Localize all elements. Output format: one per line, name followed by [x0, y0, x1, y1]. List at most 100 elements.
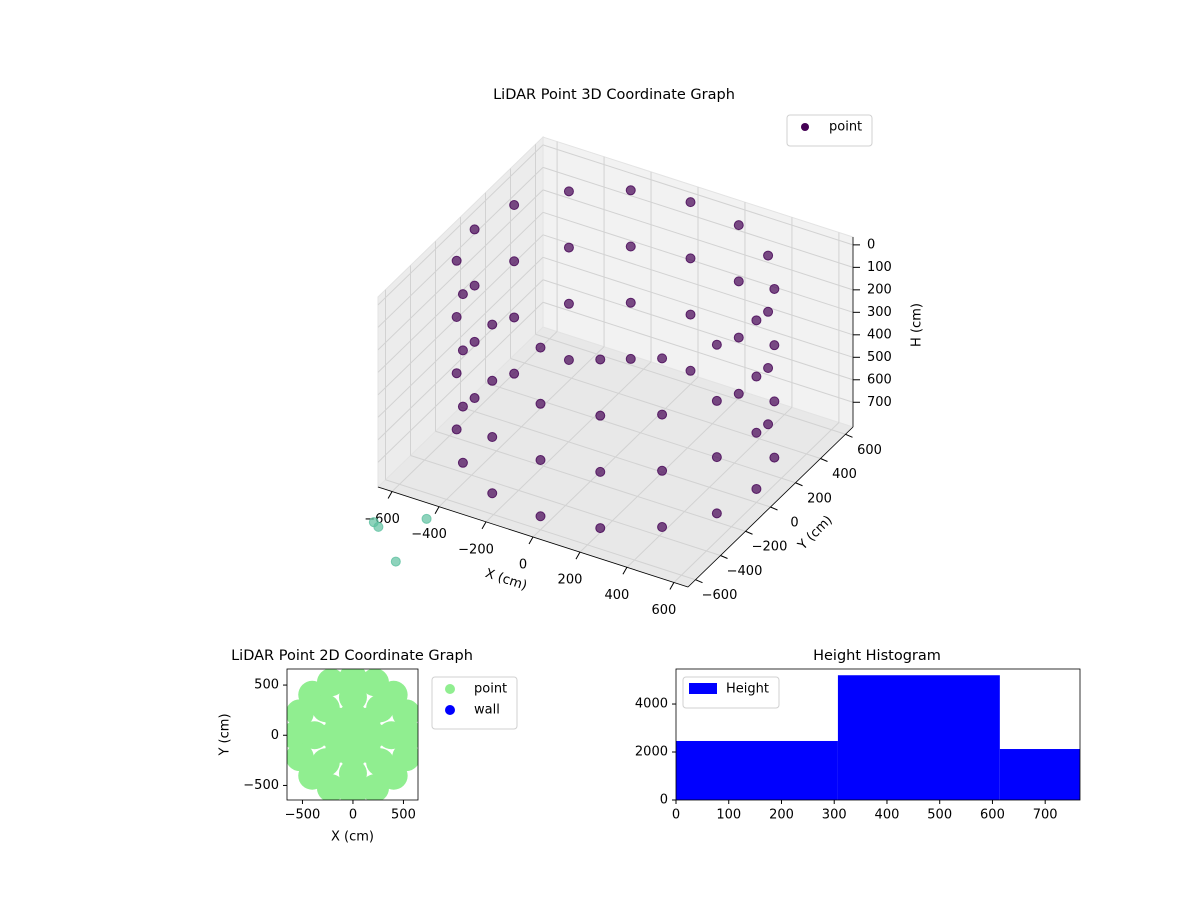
point: [451, 368, 462, 379]
chart-title: LiDAR Point 2D Coordinate Graph: [231, 648, 473, 664]
point: [390, 556, 401, 567]
grid-line: [377, 189, 544, 351]
grid-line: [542, 166, 854, 268]
x-tick-label: 200: [769, 808, 794, 823]
x-tick-label: 200: [558, 573, 583, 588]
point: [685, 197, 696, 208]
grid-line: [377, 256, 544, 418]
point: [563, 354, 574, 365]
point: [595, 523, 606, 534]
point: [595, 466, 606, 477]
legend-box: [786, 114, 873, 147]
x-tick-label: 300: [822, 808, 847, 823]
point: [625, 241, 636, 252]
point: [769, 452, 780, 463]
point: [469, 224, 480, 235]
point: [509, 312, 520, 323]
point: [763, 306, 774, 317]
point: [469, 393, 480, 404]
point: [769, 340, 780, 351]
point: [377, 721, 406, 750]
axis-line: [377, 486, 689, 588]
point: [509, 368, 520, 379]
point: [338, 721, 367, 750]
point: [685, 365, 696, 376]
tick-mark: [622, 567, 628, 575]
tick-mark: [770, 506, 778, 511]
point: [657, 353, 668, 364]
x-tick-label: 400: [875, 808, 900, 823]
point: [625, 297, 636, 308]
legend-label: Height: [726, 682, 769, 697]
point: [509, 256, 520, 267]
point: [535, 398, 546, 409]
point: [360, 669, 389, 697]
x-tick-label: 600: [980, 808, 1005, 823]
legend-marker: [445, 705, 455, 715]
point: [751, 483, 762, 494]
point: [763, 419, 774, 430]
z-tick-label: 200: [867, 282, 892, 297]
point: [457, 401, 468, 412]
x-tick-label: 600: [651, 603, 676, 618]
point: [733, 388, 744, 399]
axes-frame: [675, 668, 1081, 801]
x-tick-label: −500: [285, 808, 321, 823]
z-tick-label: 600: [867, 372, 892, 387]
point: [451, 255, 462, 266]
grid-line: [542, 279, 854, 381]
z-tick-label: 0: [867, 237, 875, 252]
grid-line: [542, 211, 854, 313]
point: [487, 432, 498, 443]
point: [563, 242, 574, 253]
point: [711, 395, 722, 406]
point: [421, 513, 432, 524]
x-tick-label: 100: [716, 808, 741, 823]
x-tick-label: −200: [458, 542, 494, 557]
point: [657, 465, 668, 476]
tick-mark: [434, 506, 440, 514]
grid-line: [542, 189, 854, 291]
point: [769, 396, 780, 407]
point: [769, 283, 780, 294]
grid-line: [377, 166, 544, 328]
point: [751, 315, 762, 326]
grid-line: [485, 382, 796, 484]
tick-mark: [669, 582, 675, 590]
bar: [676, 740, 838, 800]
legend-label: point: [474, 682, 507, 697]
grid-line: [542, 301, 854, 403]
point: [733, 276, 744, 287]
y-tick-label: 0: [660, 793, 668, 808]
x-tick-label: −400: [411, 527, 447, 542]
bar: [837, 675, 1000, 800]
tick-mark: [695, 579, 703, 584]
point: [595, 354, 606, 365]
legend-label: wall: [474, 703, 500, 718]
point: [487, 319, 498, 330]
point: [563, 186, 574, 197]
x-tick-label: 500: [927, 808, 952, 823]
grid-line: [377, 144, 544, 306]
y-axis-label: Y (cm): [218, 713, 233, 756]
x-tick-label: 400: [605, 588, 630, 603]
point: [625, 185, 636, 196]
grid-line: [435, 430, 746, 532]
tick-mark: [387, 491, 393, 499]
tick-mark: [845, 433, 853, 438]
z-tick-label: 500: [867, 350, 892, 365]
chart-title: Height Histogram: [813, 648, 941, 664]
x-tick-label: 700: [1033, 808, 1058, 823]
y-tick-label: 0: [790, 516, 798, 531]
x-axis-label: X (cm): [331, 830, 374, 845]
y-tick-label: −500: [243, 778, 279, 793]
point: [763, 363, 774, 374]
tick-mark: [795, 482, 803, 487]
y-tick-label: 2000: [635, 745, 668, 760]
point: [469, 336, 480, 347]
legend-marker: [801, 123, 809, 131]
grid-line: [460, 406, 771, 508]
legend-marker: [445, 684, 455, 694]
point: [509, 200, 520, 211]
